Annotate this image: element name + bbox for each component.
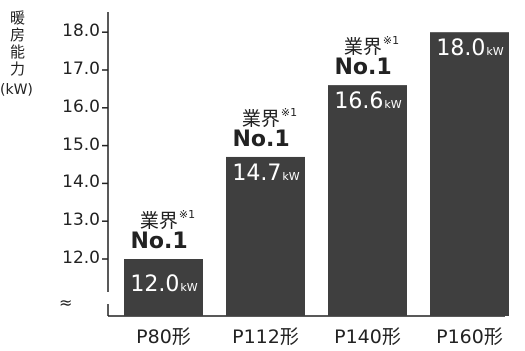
axis-break-mark: ≈ xyxy=(59,293,73,312)
bar-value-unit: kW xyxy=(180,281,198,294)
y-tick-label: 12.0 xyxy=(62,248,100,268)
y-tick-label: 15.0 xyxy=(62,134,100,155)
y-axis-unit: (kW) xyxy=(0,82,33,98)
bar-value-unit: kW xyxy=(486,45,504,59)
bar xyxy=(226,156,305,316)
y-tick-label: 17.0 xyxy=(62,59,100,79)
badge-footnote-mark: ※1 xyxy=(178,208,196,221)
y-tick-label: 18.0 xyxy=(62,21,100,42)
y-tick-label: 13.0 xyxy=(62,210,100,231)
badge-industry-text: 業界※1 xyxy=(241,105,298,130)
y-axis-label-char: 力 xyxy=(10,60,26,78)
bar-value: 12.0 xyxy=(130,272,180,297)
y-axis-label-char: 暖 xyxy=(10,9,26,27)
bar-value-unit: kW xyxy=(384,98,402,112)
bar xyxy=(430,32,509,316)
industry-no1-badge: 業界※1 No.1 xyxy=(317,31,427,79)
badge-footnote-mark: ※1 xyxy=(280,105,298,119)
x-category-label: P160形 xyxy=(436,326,503,348)
y-axis-label-char: 能 xyxy=(10,43,26,61)
badge-rank: No.1 xyxy=(130,229,188,254)
badge-industry-text: 業界※1 xyxy=(343,34,400,59)
badge-footnote-mark: ※1 xyxy=(382,34,400,48)
bar-value-label: 16.6kW xyxy=(328,89,408,114)
badge-rank: No.1 xyxy=(232,126,290,152)
bar-value-label: 18.0kW xyxy=(430,36,510,61)
bar-value-label: 12.0kW xyxy=(124,272,204,297)
industry-no1-badge: 業界※1 No.1 xyxy=(215,103,325,151)
y-axis-label-char: 房 xyxy=(10,26,26,44)
x-category-label: P140形 xyxy=(334,326,401,348)
x-category-label: P112形 xyxy=(232,326,299,348)
y-tick-label: 14.0 xyxy=(62,172,100,193)
bar-value-unit: kW xyxy=(282,169,300,183)
y-tick-label: 16.0 xyxy=(62,96,100,117)
bar-value-label: 14.7kW xyxy=(226,161,306,186)
x-category-label: P80形 xyxy=(136,326,191,348)
bar-value: 16.6 xyxy=(334,89,384,115)
industry-no1-badge: 業界※1 No.1 xyxy=(113,205,223,253)
badge-industry-text: 業界※1 xyxy=(139,208,196,232)
bar xyxy=(328,85,407,317)
bar xyxy=(124,259,203,316)
badge-rank: No.1 xyxy=(334,55,392,81)
bar-value: 14.7 xyxy=(232,160,282,186)
bar-value: 18.0 xyxy=(436,36,486,62)
